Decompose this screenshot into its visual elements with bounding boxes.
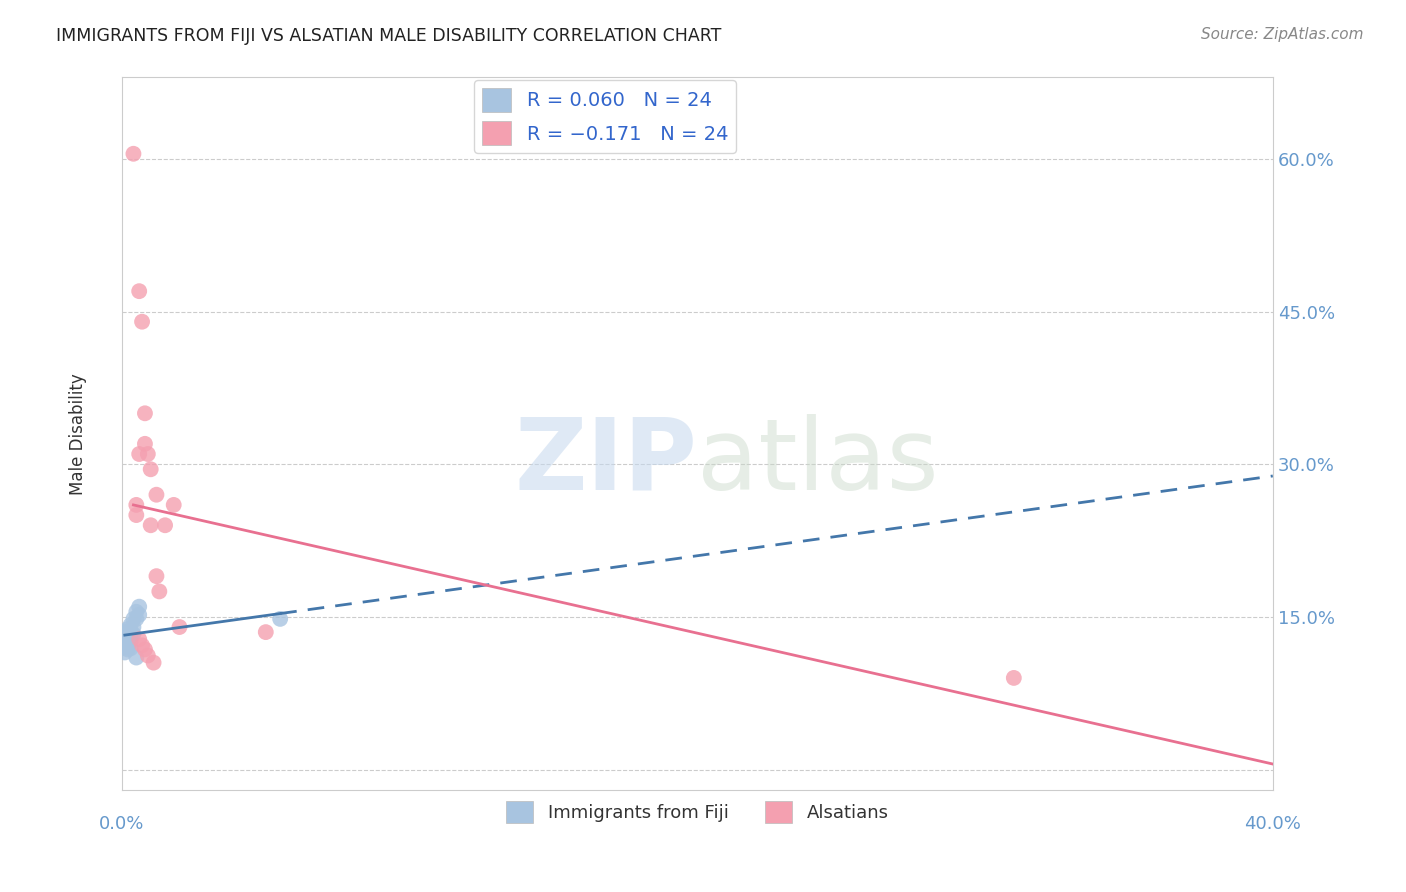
Text: 40.0%: 40.0% [1244, 815, 1301, 833]
Legend: Immigrants from Fiji, Alsatians: Immigrants from Fiji, Alsatians [499, 794, 896, 830]
Point [114, 635, 136, 649]
Point [122, 620, 145, 634]
Point [163, 498, 186, 512]
Point [254, 625, 277, 640]
Point [169, 620, 191, 634]
Point [1002, 671, 1025, 685]
Point [128, 607, 150, 622]
Point [145, 488, 167, 502]
Point [122, 627, 145, 641]
Text: ZIP: ZIP [515, 414, 697, 510]
Point [117, 642, 139, 657]
Point [117, 628, 139, 642]
Point [139, 518, 162, 533]
Point [120, 635, 142, 649]
Point [125, 508, 148, 522]
Point [120, 624, 142, 639]
Point [122, 612, 145, 626]
Point [128, 632, 150, 647]
Point [131, 638, 153, 652]
Point [136, 648, 159, 663]
Point [117, 632, 139, 647]
Point [128, 284, 150, 298]
Point [148, 584, 170, 599]
Point [114, 625, 136, 640]
Point [125, 612, 148, 626]
Point [145, 569, 167, 583]
Point [134, 642, 156, 657]
Point [120, 641, 142, 656]
Text: 0.0%: 0.0% [100, 815, 145, 833]
Point [139, 462, 162, 476]
Point [125, 498, 148, 512]
Point [128, 599, 150, 614]
Text: Source: ZipAtlas.com: Source: ZipAtlas.com [1201, 27, 1364, 42]
Point [114, 645, 136, 659]
Point [131, 315, 153, 329]
Point [114, 640, 136, 655]
Point [120, 630, 142, 644]
Text: atlas: atlas [697, 414, 939, 510]
Text: Male Disability: Male Disability [69, 373, 87, 494]
Point [134, 437, 156, 451]
Point [136, 447, 159, 461]
Point [122, 146, 145, 161]
Point [117, 638, 139, 652]
Point [125, 650, 148, 665]
Point [120, 618, 142, 632]
Point [128, 447, 150, 461]
Point [125, 605, 148, 619]
Point [269, 612, 291, 626]
Point [142, 656, 165, 670]
Point [134, 406, 156, 420]
Text: IMMIGRANTS FROM FIJI VS ALSATIAN MALE DISABILITY CORRELATION CHART: IMMIGRANTS FROM FIJI VS ALSATIAN MALE DI… [56, 27, 721, 45]
Point [117, 622, 139, 636]
Point [153, 518, 176, 533]
Point [114, 630, 136, 644]
